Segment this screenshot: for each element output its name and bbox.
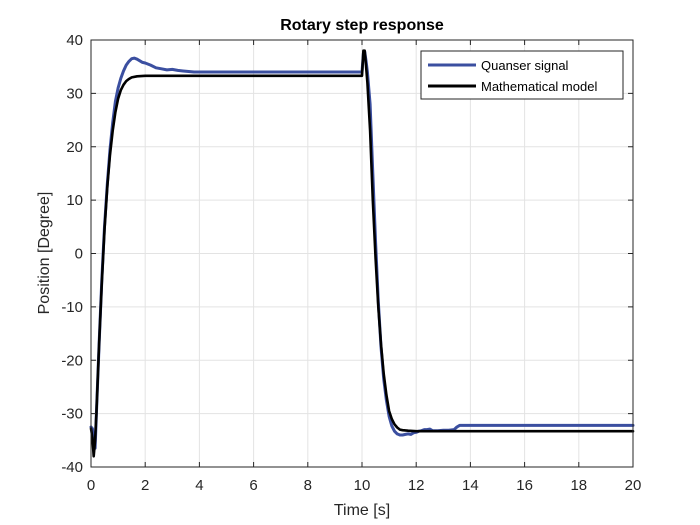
y-tick-label: -30 — [61, 406, 83, 423]
y-tick-label: 0 — [75, 246, 83, 263]
y-tick-label: 20 — [66, 139, 83, 156]
x-tick-label: 6 — [249, 477, 257, 494]
x-axis-label: Time [s] — [334, 502, 390, 519]
x-tick-label: 4 — [195, 477, 203, 494]
x-tick-label: 10 — [354, 477, 371, 494]
legend-label-mathematical-model: Mathematical model — [481, 79, 597, 94]
y-tick-label: 30 — [66, 85, 83, 102]
x-tick-label: 18 — [570, 477, 587, 494]
legend: Quanser signal Mathematical model — [420, 50, 624, 100]
axis-ticks: 0 2 4 6 8 10 12 14 16 18 20 -40 -30 -20 -10 0 10 20 30 40 — [61, 32, 641, 494]
y-axis-label: Position [Degree] — [36, 192, 53, 315]
series-line-mathematical-model — [89, 49, 635, 458]
y-tick-label: 10 — [66, 192, 83, 209]
x-tick-label: 14 — [462, 477, 479, 494]
x-tick-label: 0 — [87, 477, 95, 494]
x-tick-label: 8 — [304, 477, 312, 494]
x-tick-label: 20 — [625, 477, 642, 494]
legend-label-quanser-signal: Quanser signal — [481, 58, 569, 73]
y-tick-label: -10 — [61, 299, 83, 316]
chart-title: Rotary step response — [280, 17, 444, 34]
y-tick-label: -20 — [61, 352, 83, 369]
x-tick-label: 2 — [141, 477, 149, 494]
y-tick-label: -40 — [61, 459, 83, 476]
x-tick-label: 16 — [516, 477, 533, 494]
y-tick-label: 40 — [66, 32, 83, 49]
x-tick-label: 12 — [408, 477, 425, 494]
series-lines — [89, 49, 635, 458]
legend-box — [420, 50, 624, 100]
